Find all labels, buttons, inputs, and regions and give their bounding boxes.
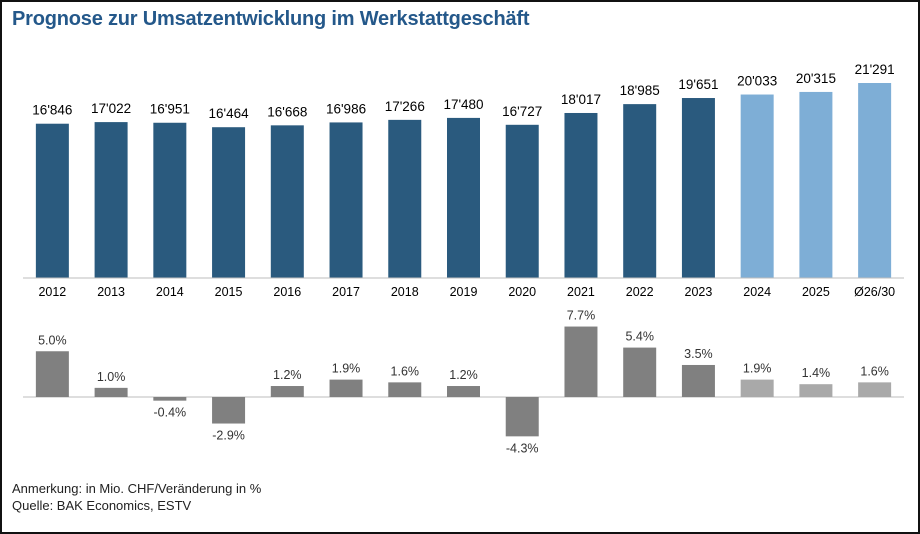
revenue-value-label: 16'464 bbox=[209, 106, 250, 121]
x-tick-label: 2025 bbox=[802, 285, 830, 299]
revenue-bar bbox=[94, 122, 128, 279]
change-value-label: 7.7% bbox=[567, 309, 596, 323]
change-bar bbox=[447, 386, 480, 397]
x-tick-label: 2018 bbox=[391, 285, 419, 299]
x-tick-label: 2020 bbox=[508, 285, 536, 299]
change-value-label: -4.3% bbox=[506, 441, 539, 455]
change-value-label: 1.9% bbox=[743, 362, 772, 376]
x-tick-label: 2024 bbox=[743, 285, 771, 299]
change-value-label: 1.6% bbox=[391, 364, 420, 378]
change-bar bbox=[270, 386, 304, 397]
x-tick-label: 2013 bbox=[97, 285, 125, 299]
revenue-value-label: 16'951 bbox=[150, 102, 190, 117]
revenue-bar bbox=[799, 91, 833, 278]
change-value-label: 1.0% bbox=[97, 370, 126, 384]
change-bar bbox=[681, 364, 715, 397]
change-value-label: 5.4% bbox=[625, 330, 654, 344]
revenue-value-label: 16'986 bbox=[326, 101, 366, 116]
x-tick-label: 2012 bbox=[38, 285, 66, 299]
change-bar bbox=[94, 387, 128, 397]
revenue-bar bbox=[564, 112, 598, 279]
change-bar bbox=[564, 326, 598, 397]
change-bar bbox=[505, 397, 539, 437]
revenue-value-label: 18'017 bbox=[561, 92, 601, 107]
x-tick-label: 2016 bbox=[273, 285, 301, 299]
change-value-label: -2.9% bbox=[212, 429, 245, 443]
x-tick-label: 2021 bbox=[567, 285, 595, 299]
x-tick-label: Ø26/30 bbox=[854, 285, 895, 299]
change-bar bbox=[623, 347, 657, 397]
change-bar bbox=[212, 397, 246, 424]
change-bar bbox=[740, 379, 774, 397]
change-bar bbox=[153, 397, 187, 401]
source-note: Quelle: BAK Economics, ESTV bbox=[12, 498, 192, 513]
revenue-bar bbox=[212, 127, 246, 278]
change-value-label: 1.2% bbox=[449, 368, 478, 382]
chart-title: Prognose zur Umsatzentwicklung im Werkst… bbox=[12, 8, 530, 30]
revenue-value-label: 18'985 bbox=[620, 83, 660, 98]
change-bar bbox=[799, 384, 833, 397]
change-bar bbox=[329, 379, 363, 397]
change-value-label: 1.2% bbox=[273, 368, 302, 382]
revenue-bar bbox=[447, 117, 480, 279]
revenue-value-label: 16'668 bbox=[267, 104, 307, 119]
revenue-bar bbox=[329, 122, 363, 278]
revenue-value-label: 17'480 bbox=[443, 97, 483, 112]
revenue-bar bbox=[35, 123, 69, 278]
x-tick-label: 2022 bbox=[626, 285, 654, 299]
revenue-bar bbox=[388, 119, 422, 278]
change-bar bbox=[35, 351, 69, 397]
change-value-label: 3.5% bbox=[684, 347, 713, 361]
change-value-label: 1.6% bbox=[860, 364, 889, 378]
change-value-label: -0.4% bbox=[154, 406, 187, 420]
revenue-value-label: 17'022 bbox=[91, 101, 131, 116]
change-value-label: 1.4% bbox=[802, 366, 831, 380]
revenue-value-label: 19'651 bbox=[678, 77, 718, 92]
change-value-label: 1.9% bbox=[332, 362, 361, 376]
x-tick-label: 2017 bbox=[332, 285, 360, 299]
revenue-value-label: 20'315 bbox=[796, 71, 836, 86]
revenue-bar bbox=[270, 125, 304, 279]
revenue-bar bbox=[153, 122, 187, 278]
x-tick-label: 2015 bbox=[215, 285, 243, 299]
revenue-value-label: 17'266 bbox=[385, 99, 425, 114]
revenue-value-label: 20'033 bbox=[737, 74, 777, 89]
x-tick-label: 2019 bbox=[450, 285, 478, 299]
revenue-value-label: 16'727 bbox=[502, 104, 542, 119]
revenue-bar bbox=[623, 104, 657, 278]
x-tick-label: 2014 bbox=[156, 285, 184, 299]
change-bar bbox=[858, 382, 892, 397]
revenue-bar bbox=[505, 124, 539, 279]
change-bar bbox=[388, 382, 422, 397]
revenue-value-label: 21'291 bbox=[855, 62, 895, 77]
revenue-bar bbox=[858, 83, 892, 278]
revenue-bar bbox=[681, 98, 715, 278]
change-value-label: 5.0% bbox=[38, 333, 67, 347]
remark-note: Anmerkung: in Mio. CHF/Veränderung in % bbox=[12, 481, 262, 496]
revenue-bar bbox=[740, 94, 774, 279]
x-tick-label: 2023 bbox=[685, 285, 713, 299]
revenue-value-label: 16'846 bbox=[32, 103, 72, 118]
